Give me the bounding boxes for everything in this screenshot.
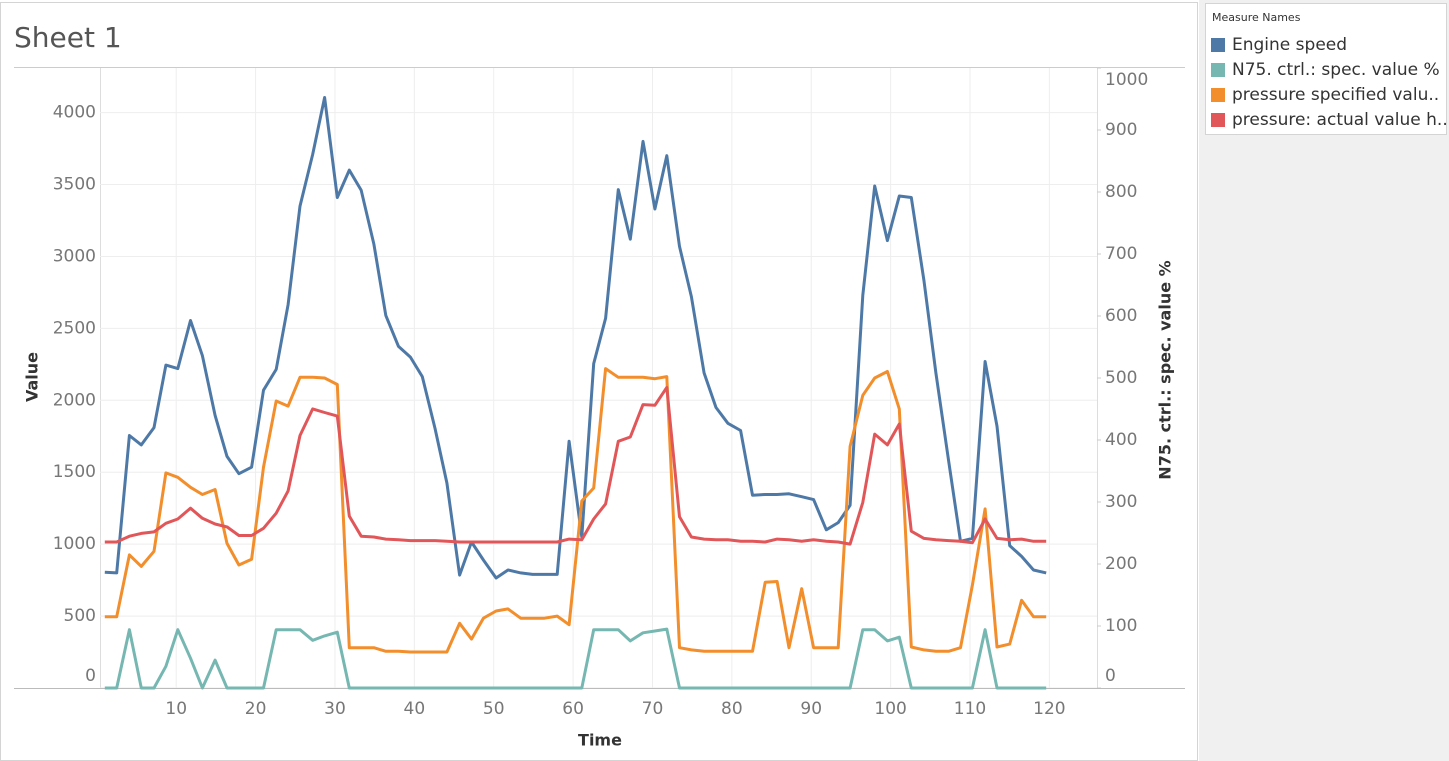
y2-tick-label: 700 [1105, 244, 1137, 264]
y2-tick-label: 500 [1105, 368, 1137, 388]
y-tick-label: 2000 [53, 390, 96, 410]
x-tick-label: 20 [245, 699, 267, 719]
y-tick-label: 3000 [53, 246, 96, 266]
y2-tick-label: 900 [1105, 120, 1137, 140]
y-tick-label: 0 [85, 666, 96, 686]
legend-box [1205, 3, 1447, 135]
x-tick-label: 40 [404, 699, 426, 719]
y2-tick-label: 300 [1105, 492, 1137, 512]
y2-tick-label: 100 [1105, 616, 1137, 636]
legend-label: pressure specified valu.. [1232, 85, 1439, 105]
x-tick-label: 60 [562, 699, 584, 719]
sheet-frame [0, 2, 1198, 761]
y2-tick-label: 400 [1105, 430, 1137, 450]
legend-label: Engine speed [1232, 35, 1347, 55]
legend-swatch [1211, 38, 1225, 52]
y-axis-title: Value [23, 352, 42, 402]
y2-tick-label: 1000 [1105, 70, 1148, 90]
y2-tick-label: 200 [1105, 554, 1137, 574]
y-tick-label: 3500 [53, 175, 96, 195]
y2-tick-label: 0 [1105, 666, 1116, 686]
series-line [104, 96, 1047, 580]
x-tick-label: 30 [324, 699, 346, 719]
legend-swatch [1211, 113, 1225, 127]
x-axis-title: Time [578, 731, 622, 750]
legend-title: Measure Names [1212, 11, 1301, 24]
y-tick-label: 4000 [53, 103, 96, 123]
legend-label: pressure: actual value h.. [1232, 110, 1448, 130]
y2-tick-label: 800 [1105, 182, 1137, 202]
chart-title: Sheet 1 [14, 21, 122, 54]
x-tick-label: 120 [1033, 699, 1065, 719]
legend-swatch [1211, 88, 1225, 102]
x-tick-label: 80 [721, 699, 743, 719]
legend-label: N75. ctrl.: spec. value % [1232, 60, 1440, 80]
x-tick-label: 10 [165, 699, 187, 719]
y-tick-label: 1500 [53, 462, 96, 482]
y-tick-label: 1000 [53, 534, 96, 554]
series-line [104, 367, 1047, 654]
series-line [104, 627, 1047, 690]
x-tick-label: 100 [874, 699, 906, 719]
x-tick-label: 110 [954, 699, 986, 719]
legend-swatch [1211, 63, 1225, 77]
y-tick-label: 2500 [53, 318, 96, 338]
y2-tick-label: 600 [1105, 306, 1137, 326]
series-line [104, 385, 1047, 546]
y2-axis-title: N75. ctrl.: spec. value % [1156, 260, 1175, 479]
x-tick-label: 50 [483, 699, 505, 719]
x-tick-label: 90 [800, 699, 822, 719]
y-tick-label: 500 [64, 606, 96, 626]
x-tick-label: 70 [642, 699, 664, 719]
